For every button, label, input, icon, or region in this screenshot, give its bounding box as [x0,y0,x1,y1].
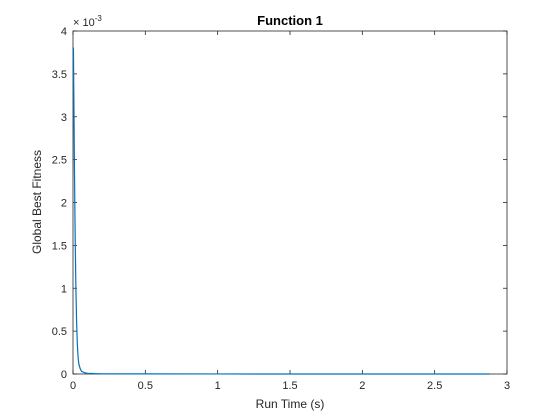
y-exponent-power: -3 [95,14,103,23]
y-tick-label: 3.5 [52,69,67,81]
x-tick-label: 3 [504,380,510,392]
x-tick-label: 1 [215,380,221,392]
x-tick-label: 2 [359,380,365,392]
y-tick-label: 2 [61,198,67,210]
chart-title: Function 1 [257,13,323,28]
y-tick-label: 1.5 [52,240,67,252]
y-axis-ticks: 0 0.5 1 1.5 2 2.5 3 3.5 4 [52,26,507,381]
y-tick-label: 2.5 [52,155,67,167]
y-tick-label: 0.5 [52,326,67,338]
y-tick-label: 1 [61,283,67,295]
x-axis-label: Run Time (s) [256,397,325,411]
x-tick-label: 0.5 [138,380,153,392]
y-tick-label: 4 [61,26,67,38]
plot-area [72,30,508,375]
y-tick-label: 3 [61,112,67,124]
series-layer [72,47,490,375]
y-exponent-label: × 10-3 [73,14,102,29]
y-tick-label: 0 [61,369,67,381]
y-exponent-base: × 10 [73,17,95,29]
x-axis-ticks: 0 0.5 1 1.5 2 2.5 3 [70,31,510,392]
x-tick-label: 0 [70,380,76,392]
series-line [72,47,490,375]
x-tick-label: 1.5 [282,380,297,392]
y-axis-label: Global Best Fitness [30,150,44,254]
x-tick-label: 2.5 [427,380,442,392]
